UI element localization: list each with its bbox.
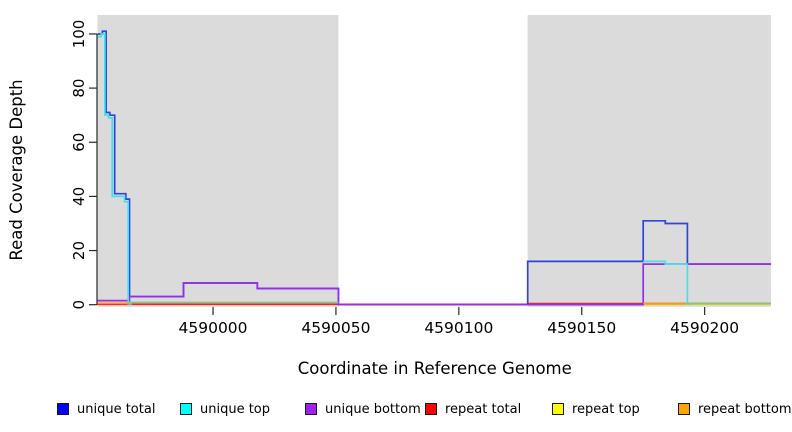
x-tick-label: 4590150 [547, 319, 616, 337]
legend-item-unique-bottom: unique bottom [305, 401, 421, 417]
chart-svg: 0 20 40 60 80 100 4590000 4590050 4590100 4590150… [7, 15, 771, 378]
shaded-region-1 [527, 15, 771, 307]
x-tick-label: 4590100 [424, 319, 493, 337]
y-tick-label: 40 [70, 187, 88, 206]
y-tick-label: 0 [70, 300, 88, 310]
legend-label: repeat top [572, 401, 640, 417]
y-tick-label: 20 [70, 241, 88, 260]
legend-swatch-icon [678, 403, 690, 415]
legend-swatch-icon [425, 403, 437, 415]
x-tick-label: 4590000 [179, 319, 248, 337]
legend-label: repeat total [445, 401, 522, 417]
y-tick-label: 80 [70, 79, 88, 98]
y-tick-label: 60 [70, 133, 88, 152]
legend-item-unique-total: unique total [57, 401, 156, 417]
legend-swatch-icon [57, 403, 69, 415]
legend-swatch-icon [180, 403, 192, 415]
legend-item-repeat-total: repeat total [425, 401, 522, 417]
legend-label: repeat bottom [698, 401, 792, 417]
legend-item-repeat-top: repeat top [552, 401, 640, 417]
y-axis-title: Read Coverage Depth [7, 79, 26, 260]
legend-swatch-icon [305, 403, 317, 415]
series-line-unique-bottom [97, 263, 771, 306]
legend-item-unique-top: unique top [180, 401, 271, 417]
legend-label: unique total [77, 401, 156, 417]
x-tick-label: 4590200 [670, 319, 739, 337]
x-axis-title: Coordinate in Reference Genome [298, 359, 572, 378]
legend-label: unique bottom [325, 401, 421, 417]
x-tick-label: 4590050 [301, 319, 370, 337]
legend-label: unique top [200, 401, 271, 417]
series-line-unique-top [97, 33, 132, 305]
y-tick-label: 100 [70, 20, 88, 49]
legend: unique total unique top unique bottom repea… [0, 398, 792, 422]
legend-swatch-icon [552, 403, 564, 415]
legend-item-repeat-bottom: repeat bottom [678, 401, 792, 417]
shaded-region-0 [97, 15, 339, 307]
